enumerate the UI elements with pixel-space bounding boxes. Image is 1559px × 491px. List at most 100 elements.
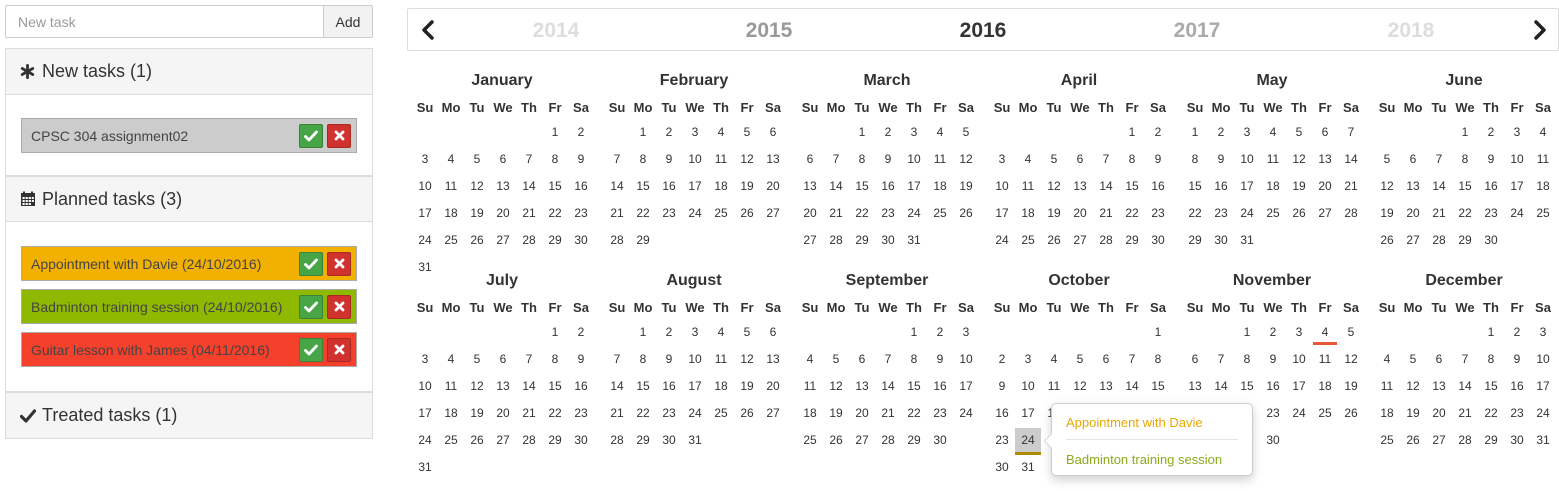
add-task-button[interactable]: Add <box>323 5 373 38</box>
day-cell[interactable]: 20 <box>1432 406 1446 420</box>
day-cell[interactable]: 1 <box>551 125 559 139</box>
day-cell[interactable]: 31 <box>688 433 702 447</box>
day-cell[interactable]: 5 <box>962 125 970 139</box>
day-cell[interactable]: 17 <box>1292 379 1306 393</box>
day-cell[interactable]: 21 <box>829 206 843 220</box>
day-cell[interactable]: 10 <box>1240 152 1254 166</box>
day-cell[interactable]: 9 <box>577 352 585 366</box>
day-cell[interactable]: 30 <box>1266 433 1280 447</box>
day-cell[interactable]: 7 <box>525 152 533 166</box>
day-cell[interactable]: 8 <box>639 352 647 366</box>
day-cell[interactable]: 26 <box>829 433 843 447</box>
day-cell[interactable]: 3 <box>910 125 918 139</box>
day-cell[interactable]: 4 <box>1050 352 1058 366</box>
day-cell[interactable]: 10 <box>1536 352 1550 366</box>
day-cell[interactable]: 31 <box>418 460 432 474</box>
day-cell[interactable]: 3 <box>1024 352 1032 366</box>
day-cell[interactable]: 24 <box>418 433 432 447</box>
day-cell[interactable]: 10 <box>959 352 973 366</box>
day-cell[interactable]: 30 <box>1484 233 1498 247</box>
day-cell[interactable]: 28 <box>522 433 536 447</box>
day-cell[interactable]: 25 <box>1318 406 1332 420</box>
day-cell[interactable]: 18 <box>1318 379 1332 393</box>
day-cell[interactable]: 23 <box>881 206 895 220</box>
day-cell[interactable]: 2 <box>1217 125 1225 139</box>
day-cell[interactable]: 28 <box>1432 233 1446 247</box>
day-cell[interactable]: 7 <box>613 152 621 166</box>
day-cell[interactable]: 12 <box>470 379 484 393</box>
day-cell[interactable]: 21 <box>522 406 536 420</box>
day-cell[interactable]: 4 <box>806 352 814 366</box>
day-cell[interactable]: 25 <box>1380 433 1394 447</box>
day-cell[interactable]: 25 <box>1536 206 1550 220</box>
day-cell[interactable]: 24 <box>688 406 702 420</box>
day-cell[interactable]: 1 <box>910 325 918 339</box>
day-cell[interactable]: 29 <box>1458 233 1472 247</box>
day-cell[interactable]: 21 <box>1432 206 1446 220</box>
day-cell[interactable]: 20 <box>1073 206 1087 220</box>
day-cell[interactable]: 12 <box>470 179 484 193</box>
day-cell[interactable]: 15 <box>548 179 562 193</box>
day-cell[interactable]: 28 <box>610 433 624 447</box>
day-cell[interactable]: 17 <box>995 206 1009 220</box>
day-cell[interactable]: 14 <box>1125 379 1139 393</box>
day-cell[interactable]: 7 <box>832 152 840 166</box>
day-cell[interactable]: 22 <box>548 206 562 220</box>
day-cell[interactable]: 16 <box>574 379 588 393</box>
day-cell[interactable]: 8 <box>1461 152 1469 166</box>
day-cell[interactable]: 11 <box>714 352 728 366</box>
day-cell[interactable]: 24 <box>1240 206 1254 220</box>
day-cell[interactable]: 7 <box>1128 352 1136 366</box>
treated-tasks-heading[interactable]: Treated tasks (1) <box>6 392 372 438</box>
day-cell[interactable]: 3 <box>691 125 699 139</box>
day-cell[interactable]: 20 <box>766 379 780 393</box>
day-cell[interactable]: 30 <box>574 433 588 447</box>
day-cell[interactable]: 29 <box>907 433 921 447</box>
day-cell[interactable]: 26 <box>1344 406 1358 420</box>
day-cell[interactable]: 16 <box>1151 179 1165 193</box>
day-cell[interactable]: 10 <box>1021 379 1035 393</box>
day-cell[interactable]: 31 <box>1536 433 1550 447</box>
day-cell[interactable]: 10 <box>995 179 1009 193</box>
day-cell[interactable]: 25 <box>933 206 947 220</box>
day-cell[interactable]: 25 <box>714 206 728 220</box>
day-cell[interactable]: 10 <box>1510 152 1524 166</box>
day-cell[interactable]: 13 <box>496 179 510 193</box>
selected-day-cell[interactable]: 24 <box>1015 427 1041 455</box>
day-cell[interactable]: 1 <box>551 325 559 339</box>
day-cell[interactable]: 5 <box>1050 152 1058 166</box>
day-cell[interactable]: 9 <box>884 152 892 166</box>
day-cell[interactable]: 15 <box>1188 179 1202 193</box>
day-cell[interactable]: 5 <box>1295 125 1303 139</box>
day-cell[interactable]: 17 <box>959 379 973 393</box>
day-cell[interactable]: 3 <box>421 352 429 366</box>
day-cell[interactable]: 22 <box>1188 206 1202 220</box>
day-cell[interactable]: 10 <box>418 179 432 193</box>
day-cell[interactable]: 5 <box>1076 352 1084 366</box>
day-cell[interactable]: 14 <box>610 379 624 393</box>
day-cell[interactable]: 13 <box>1188 379 1202 393</box>
day-cell[interactable]: 2 <box>936 325 944 339</box>
day-cell[interactable]: 3 <box>1513 125 1521 139</box>
day-cell[interactable]: 25 <box>444 233 458 247</box>
day-cell[interactable]: 17 <box>1021 406 1035 420</box>
day-cell[interactable]: 15 <box>636 379 650 393</box>
day-cell[interactable]: 23 <box>574 406 588 420</box>
day-cell[interactable]: 1 <box>1128 125 1136 139</box>
day-cell[interactable]: 7 <box>525 352 533 366</box>
day-cell[interactable]: 23 <box>1151 206 1165 220</box>
day-cell[interactable]: 11 <box>1266 152 1280 166</box>
day-cell[interactable]: 28 <box>1458 433 1472 447</box>
day-cell[interactable]: 5 <box>473 352 481 366</box>
day-cell[interactable]: 1 <box>1461 125 1469 139</box>
day-cell[interactable]: 14 <box>881 379 895 393</box>
day-cell[interactable]: 14 <box>829 179 843 193</box>
day-cell[interactable]: 30 <box>1214 233 1228 247</box>
day-cell[interactable]: 4 <box>1539 125 1547 139</box>
day-cell[interactable]: 11 <box>933 152 947 166</box>
day-cell[interactable]: 30 <box>933 433 947 447</box>
day-cell[interactable]: 9 <box>577 152 585 166</box>
day-cell[interactable]: 11 <box>803 379 817 393</box>
day-cell[interactable]: 16 <box>1484 179 1498 193</box>
delete-task-button[interactable] <box>327 337 351 362</box>
